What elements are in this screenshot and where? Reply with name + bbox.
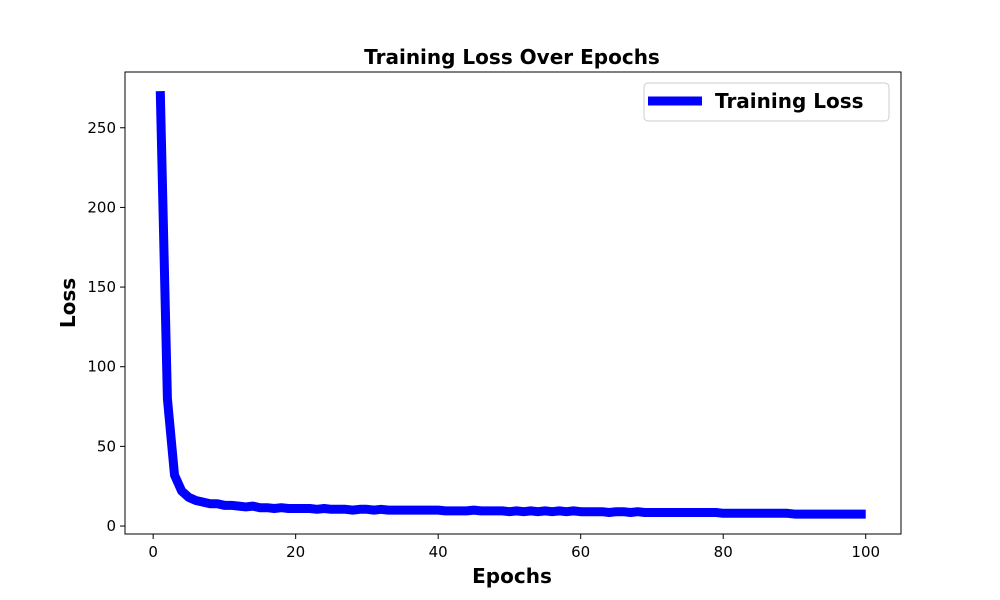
x-tick-label: 20 — [286, 543, 305, 561]
y-axis: 0 50 100 150 200 250 — [87, 119, 125, 535]
x-tick-label: 80 — [714, 543, 733, 561]
y-tick-label: 50 — [97, 437, 116, 455]
x-tick-label: 100 — [851, 543, 880, 561]
x-tick-label: 40 — [429, 543, 448, 561]
chart-title: Training Loss Over Epochs — [364, 45, 660, 69]
y-axis-label: Loss — [56, 278, 80, 328]
legend-label-training-loss: Training Loss — [715, 89, 864, 113]
y-tick-label: 0 — [106, 517, 116, 535]
legend-box — [643, 82, 890, 122]
series-line-training-loss — [155, 91, 866, 519]
y-tick-label: 150 — [87, 278, 116, 296]
y-tick-label: 100 — [87, 358, 116, 376]
series-layer — [155, 91, 866, 519]
x-axis-label: Epochs — [472, 564, 552, 588]
x-axis: 0 20 40 60 80 100 — [148, 534, 880, 561]
x-tick-label: 60 — [571, 543, 590, 561]
legend: Training Loss — [643, 82, 890, 122]
x-tick-label: 0 — [148, 543, 158, 561]
plot-area — [124, 71, 902, 535]
y-tick-label: 200 — [87, 198, 116, 216]
y-tick-label: 250 — [87, 119, 116, 137]
